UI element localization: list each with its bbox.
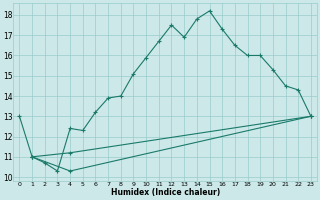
X-axis label: Humidex (Indice chaleur): Humidex (Indice chaleur) <box>110 188 220 197</box>
